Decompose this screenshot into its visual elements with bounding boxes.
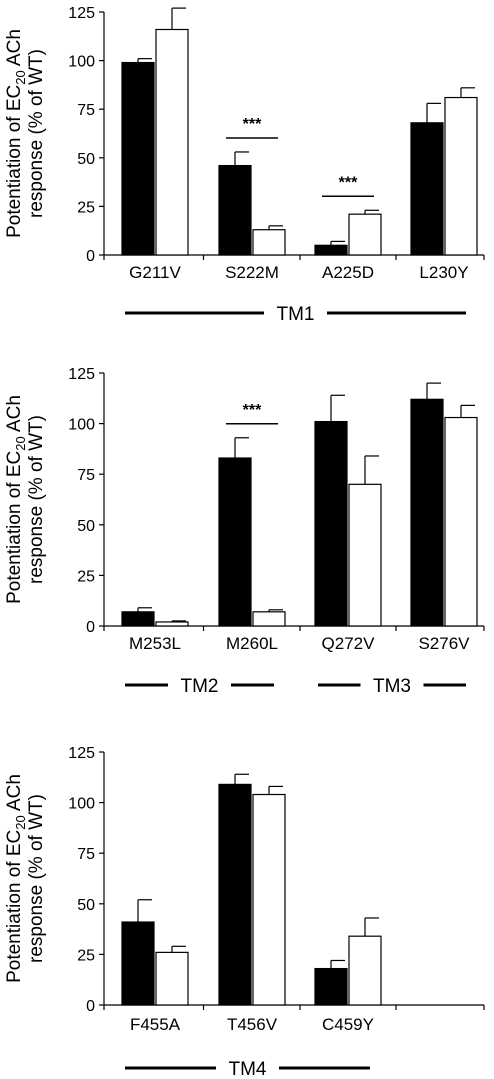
significance-label: *** bbox=[243, 402, 262, 419]
bar bbox=[218, 164, 252, 256]
bar bbox=[314, 244, 348, 256]
y-axis-label-part: Potentiation of EC bbox=[4, 85, 25, 238]
bar bbox=[121, 611, 155, 627]
x-tick-label: S276V bbox=[418, 634, 470, 653]
bar bbox=[314, 420, 348, 627]
y-tick-label: 0 bbox=[86, 248, 95, 265]
chart-panel-3: Potentiation of EC20 ACh response (% of W… bbox=[4, 745, 485, 1079]
x-tick-label: T456V bbox=[227, 1015, 278, 1034]
bar bbox=[121, 61, 155, 256]
bar bbox=[410, 122, 444, 256]
y-tick-label: 25 bbox=[77, 199, 95, 216]
y-tick-label: 125 bbox=[68, 5, 95, 22]
y-axis-label-part: ACh bbox=[4, 774, 25, 815]
y-axis-label-subscript: 20 bbox=[13, 70, 28, 84]
y-tick-label: 25 bbox=[77, 947, 95, 964]
y-axis-label-line2: response (% of WT) bbox=[26, 49, 47, 218]
bar bbox=[218, 783, 252, 1006]
y-tick-label: 25 bbox=[77, 568, 95, 585]
y-axis-label-line2: response (% of WT) bbox=[26, 794, 47, 963]
bar bbox=[155, 951, 189, 1006]
x-tick-label: A225D bbox=[322, 263, 374, 282]
y-axis-label-subscript: 20 bbox=[13, 436, 28, 450]
y-tick-label: 75 bbox=[77, 467, 95, 484]
bar bbox=[155, 28, 189, 256]
y-axis-label: Potentiation of EC20 ACh bbox=[4, 29, 28, 238]
significance-label: *** bbox=[243, 116, 262, 133]
x-tick-label: F455A bbox=[130, 1015, 181, 1034]
bar bbox=[252, 793, 286, 1006]
significance-label: *** bbox=[339, 174, 358, 191]
bar bbox=[348, 483, 382, 627]
y-tick-label: 75 bbox=[77, 846, 95, 863]
chart-panel-2: Potentiation of EC20 ACh response (% of W… bbox=[4, 366, 485, 697]
x-tick-label: M253L bbox=[129, 634, 181, 653]
bar bbox=[314, 967, 348, 1006]
y-tick-label: 100 bbox=[68, 54, 95, 71]
y-tick-label: 125 bbox=[68, 366, 95, 383]
y-axis-label-part: Potentiation of EC bbox=[4, 451, 25, 604]
chart-panel-1: Potentiation of EC20 ACh response (% of W… bbox=[4, 5, 485, 325]
y-tick-label: 125 bbox=[68, 745, 95, 762]
bar bbox=[348, 213, 382, 256]
y-tick-label: 0 bbox=[86, 619, 95, 636]
y-tick-label: 100 bbox=[68, 417, 95, 434]
bar bbox=[444, 416, 478, 627]
bar bbox=[218, 457, 252, 627]
x-tick-label: M260L bbox=[226, 634, 278, 653]
x-tick-label: L230Y bbox=[419, 263, 468, 282]
region-label: TM2 bbox=[181, 676, 219, 697]
y-axis-label-subscript: 20 bbox=[13, 815, 28, 829]
bar bbox=[410, 398, 444, 627]
bar bbox=[121, 921, 155, 1006]
region-label: TM3 bbox=[373, 676, 411, 697]
x-tick-label: G211V bbox=[129, 263, 181, 282]
y-tick-label: 0 bbox=[86, 998, 95, 1015]
x-tick-label: Q272V bbox=[322, 634, 376, 653]
bar bbox=[252, 611, 286, 627]
y-axis-label: Potentiation of EC20 ACh bbox=[4, 774, 28, 983]
region-label: TM1 bbox=[277, 304, 315, 325]
y-tick-label: 100 bbox=[68, 796, 95, 813]
y-axis-label-part: ACh bbox=[4, 395, 25, 436]
bar bbox=[444, 96, 478, 256]
y-axis-label-part: ACh bbox=[4, 29, 25, 70]
region-label: TM4 bbox=[229, 1059, 267, 1079]
y-axis-label: Potentiation of EC20 ACh bbox=[4, 395, 28, 604]
y-axis-label-line2: response (% of WT) bbox=[26, 415, 47, 584]
bar bbox=[348, 935, 382, 1006]
bar bbox=[155, 621, 189, 627]
y-tick-label: 50 bbox=[77, 897, 95, 914]
x-tick-label: C459Y bbox=[322, 1015, 374, 1034]
bar bbox=[252, 229, 286, 256]
y-tick-label: 50 bbox=[77, 151, 95, 168]
y-tick-label: 50 bbox=[77, 518, 95, 535]
y-tick-label: 75 bbox=[77, 102, 95, 119]
x-tick-label: S222M bbox=[225, 263, 279, 282]
y-axis-label-part: Potentiation of EC bbox=[4, 830, 25, 983]
